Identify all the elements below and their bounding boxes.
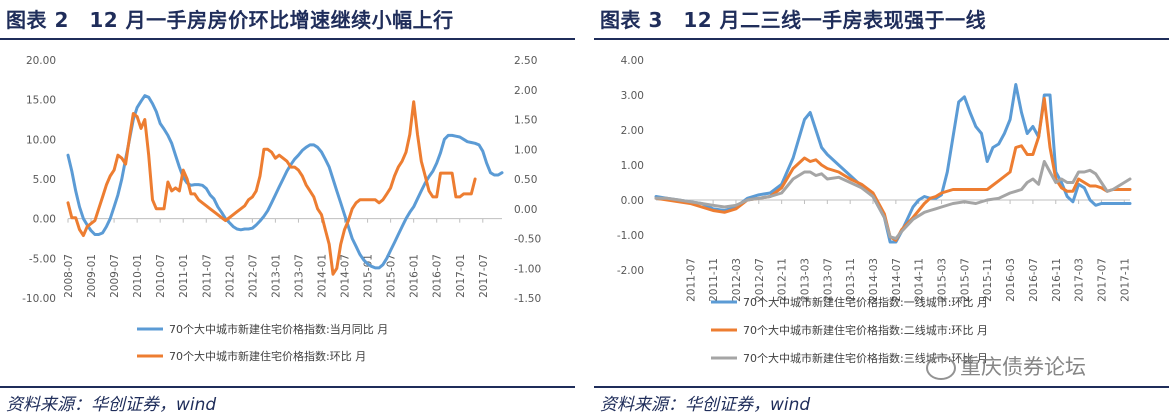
x-tick-label: 2010-01: [132, 254, 144, 298]
source-rule: [0, 386, 575, 388]
x-tick-label: 2011-11: [708, 258, 720, 302]
y-left-tick-label: -1.00: [617, 230, 644, 242]
title-rule: [594, 38, 1169, 40]
x-tick-label: 2012-03: [731, 258, 743, 302]
x-tick-label: 2012-07: [754, 258, 766, 302]
figure-3-panel: 图表 3 12 月二三线一手房表现强于一线 4.00 3.00 2.00 1.00 0.…: [594, 0, 1169, 416]
x-tick-label: 2012-11: [777, 258, 789, 302]
y-right-tick-label: -0.50: [514, 234, 541, 246]
source-rule: [594, 386, 1169, 388]
x-tick-label: 2013-03: [799, 258, 811, 302]
title-rule: [0, 38, 575, 40]
figure-3-title: 图表 3 12 月二三线一手房表现强于一线: [600, 8, 987, 32]
series-line: [66, 94, 504, 270]
x-tick-label: 2014-07: [891, 258, 903, 302]
y-right-tick-label: -1.00: [514, 263, 541, 275]
figure-2-panel: 图表 2 12 月一手房房价环比增速继续小幅上行 20.00 15.00 10.00…: [0, 0, 575, 416]
x-tick-label: 2017-03: [1074, 258, 1086, 302]
wechat-icon: [926, 356, 956, 380]
watermark-text: 重庆债券论坛: [960, 355, 1086, 379]
x-tick-label: 2009-07: [109, 254, 121, 298]
x-tick-label: 2016-07: [432, 254, 444, 298]
y-left-tick-label: -10.00: [22, 293, 56, 305]
x-tick-label: 2014-01: [316, 254, 328, 298]
x-tick-label: 2010-07: [155, 254, 167, 298]
watermark: 重庆债券论坛: [926, 351, 1086, 381]
x-tick-label: 2016-07: [1028, 258, 1040, 302]
y-right-tick-label: 2.00: [514, 85, 537, 97]
x-tick-label: 2011-07: [201, 254, 213, 298]
x-tick-label: 2013-11: [845, 258, 857, 302]
y-left-tick-label: 0.00: [621, 195, 644, 207]
y-left-tick-label: 15.00: [26, 95, 56, 107]
x-tick-label: 2015-07: [959, 258, 971, 302]
y-right-tick-label: 0.00: [514, 204, 537, 216]
y-left-tick-label: 10.00: [26, 134, 56, 146]
x-tick-label: 2012-07: [247, 254, 259, 298]
y-right-tick-label: 2.50: [514, 55, 537, 67]
x-tick-label: 2017-11: [1119, 258, 1131, 302]
x-tick-label: 2014-03: [868, 258, 880, 302]
x-tick-label: 2011-01: [178, 254, 190, 298]
x-tick-label: 2017-07: [478, 254, 490, 298]
y-right-tick-label: 1.00: [514, 144, 537, 156]
y-left-tick-label: 3.00: [621, 90, 644, 102]
x-tick-label: 2017-07: [1096, 258, 1108, 302]
x-tick-label: 2016-01: [409, 254, 421, 298]
x-tick-label: 2009-01: [86, 254, 98, 298]
legend-label: 70个大中城市新建住宅价格指数:环比 月: [169, 349, 366, 363]
y-right-tick-label: 1.50: [514, 115, 537, 127]
x-tick-label: 2017-01: [455, 254, 467, 298]
figure-3-chart: 4.00 3.00 2.00 1.00 0.00 -1.00 -2.00 2011-07 201…: [617, 55, 1132, 365]
x-tick-label: 2015-07: [386, 254, 398, 298]
legend-label: 70个大中城市新建住宅价格指数:当月同比 月: [169, 322, 388, 336]
figure-2-title: 图表 2 12 月一手房房价环比增速继续小幅上行: [6, 8, 454, 32]
y-left-tick-label: 20.00: [26, 55, 56, 67]
x-tick-label: 2015-03: [937, 258, 949, 302]
figure-2-source: 资料来源：华创证券，wind: [6, 395, 217, 415]
y-right-tick-label: -1.50: [514, 293, 541, 305]
figure-2-chart: 20.00 15.00 10.00 5.00 0.00 -5.00 -10.00 2.50 2.…: [22, 55, 541, 363]
legend-label: 70个大中城市新建住宅价格指数:一线城市:环比 月: [743, 295, 988, 309]
x-tick-label: 2016-03: [1005, 258, 1017, 302]
x-tick-label: 2015-11: [982, 258, 994, 302]
x-tick-label: 2014-07: [340, 254, 352, 298]
x-tick-label: 2011-07: [685, 258, 697, 302]
y-left-tick-label: 4.00: [621, 55, 644, 67]
x-tick-label: 2013-07: [293, 254, 305, 298]
x-tick-label: 2012-01: [224, 254, 236, 298]
x-tick-label: 2013-01: [270, 254, 282, 298]
x-tick-label: 2014-11: [914, 258, 926, 302]
series-line: [66, 100, 477, 276]
y-left-tick-label: 5.00: [33, 174, 56, 186]
series-line: [654, 97, 1132, 242]
y-right-tick-label: 0.50: [514, 174, 537, 186]
x-tick-label: 2008-07: [63, 254, 75, 298]
series-line: [654, 83, 1132, 244]
y-left-tick-label: 0.00: [33, 214, 56, 226]
x-tick-label: 2016-11: [1051, 258, 1063, 302]
series-line: [654, 160, 1132, 240]
y-left-tick-label: 1.00: [621, 160, 644, 172]
y-left-tick-label: -5.00: [29, 253, 56, 265]
legend-label: 70个大中城市新建住宅价格指数:二线城市:环比 月: [743, 323, 988, 337]
figure-3-source: 资料来源：华创证券，wind: [600, 395, 811, 415]
x-tick-label: 2013-07: [822, 258, 834, 302]
y-left-tick-label: -2.00: [617, 265, 644, 277]
y-left-tick-label: 2.00: [621, 125, 644, 137]
